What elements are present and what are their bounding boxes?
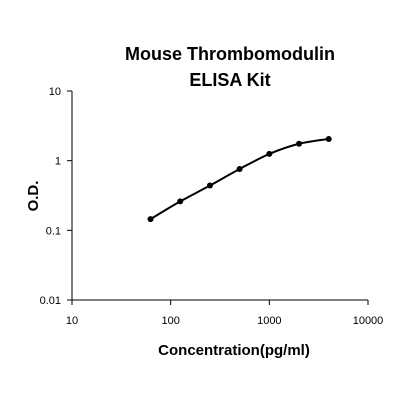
data-points bbox=[147, 135, 332, 223]
x-axis-label: Concentration(pg/ml) bbox=[158, 342, 310, 359]
data-point bbox=[296, 140, 303, 147]
data-point bbox=[206, 182, 213, 189]
chart-title-line-1: Mouse Thrombomodulin bbox=[125, 44, 335, 64]
data-point bbox=[177, 198, 184, 205]
axes bbox=[71, 91, 368, 301]
y-axis-label: O.D. bbox=[25, 181, 42, 212]
x-tick-label: 10000 bbox=[353, 315, 384, 327]
tick-labels: 10 100 1000 10000 0.01 0.1 1 10 bbox=[40, 86, 384, 327]
fit-curve bbox=[150, 137, 329, 220]
y-tick-label: 1 bbox=[55, 156, 61, 168]
tick-marks bbox=[67, 90, 369, 305]
data-point bbox=[325, 135, 332, 142]
y-tick-label: 0.1 bbox=[46, 225, 61, 237]
x-tick-label: 1000 bbox=[257, 315, 281, 327]
x-tick-label: 10 bbox=[66, 315, 78, 327]
y-tick-label: 0.01 bbox=[40, 295, 61, 307]
y-tick-label: 10 bbox=[49, 86, 61, 98]
data-point bbox=[266, 150, 273, 157]
chart-title-line-2: ELISA Kit bbox=[189, 70, 271, 90]
data-point bbox=[236, 165, 243, 172]
x-tick-label: 100 bbox=[161, 315, 179, 327]
data-point bbox=[147, 216, 154, 223]
